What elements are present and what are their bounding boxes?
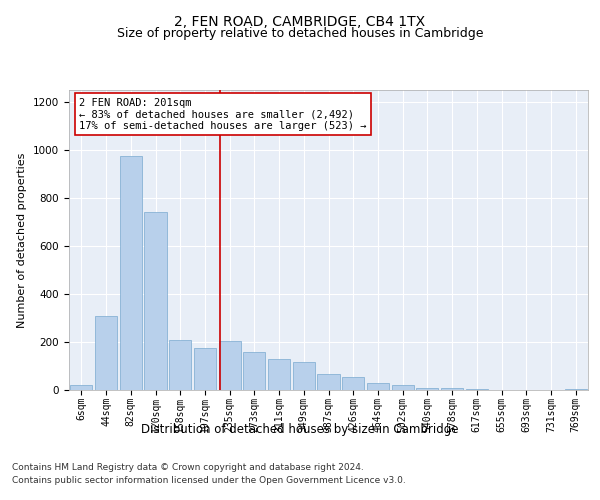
Bar: [218, 341, 241, 390]
Bar: [367, 383, 389, 390]
Bar: [317, 374, 340, 390]
Bar: [392, 385, 414, 390]
Bar: [119, 156, 142, 390]
Bar: [169, 340, 191, 390]
Text: Size of property relative to detached houses in Cambridge: Size of property relative to detached ho…: [117, 28, 483, 40]
Bar: [268, 359, 290, 390]
Text: 2 FEN ROAD: 201sqm
← 83% of detached houses are smaller (2,492)
17% of semi-deta: 2 FEN ROAD: 201sqm ← 83% of detached hou…: [79, 98, 367, 130]
Bar: [243, 352, 265, 390]
Bar: [145, 212, 167, 390]
Y-axis label: Number of detached properties: Number of detached properties: [17, 152, 28, 328]
Bar: [416, 388, 439, 390]
Text: Contains public sector information licensed under the Open Government Licence v3: Contains public sector information licen…: [12, 476, 406, 485]
Text: Contains HM Land Registry data © Crown copyright and database right 2024.: Contains HM Land Registry data © Crown c…: [12, 462, 364, 471]
Bar: [293, 362, 315, 390]
Bar: [95, 316, 117, 390]
Bar: [441, 388, 463, 390]
Bar: [70, 385, 92, 390]
Bar: [342, 377, 364, 390]
Text: Distribution of detached houses by size in Cambridge: Distribution of detached houses by size …: [141, 422, 459, 436]
Bar: [565, 389, 587, 390]
Text: 2, FEN ROAD, CAMBRIDGE, CB4 1TX: 2, FEN ROAD, CAMBRIDGE, CB4 1TX: [175, 15, 425, 29]
Bar: [194, 348, 216, 390]
Bar: [466, 389, 488, 390]
